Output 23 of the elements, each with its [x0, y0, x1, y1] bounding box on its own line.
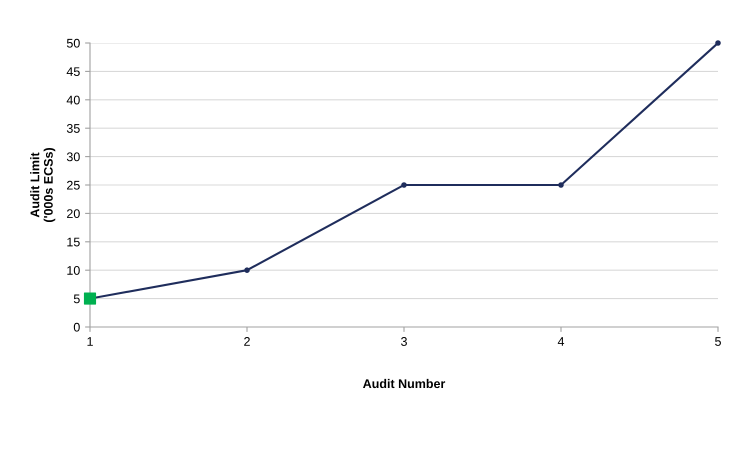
- y-tick-label: 45: [66, 67, 80, 76]
- x-axis-title: Audit Number: [362, 378, 446, 388]
- x-tick-label: 5: [715, 337, 721, 346]
- y-tick-label: 15: [67, 238, 80, 246]
- y-tick-label: 25: [67, 180, 80, 190]
- y-tick-label: 30: [66, 152, 80, 162]
- x-tick-label: 3: [401, 337, 407, 346]
- point: [244, 267, 250, 273]
- x-tick-label: 2: [244, 337, 250, 346]
- x-tick-label: 4: [558, 337, 564, 346]
- y-tick-label: 10: [67, 266, 80, 275]
- y-tick-label: 35: [66, 124, 80, 133]
- y-tick-label: 40: [66, 96, 80, 104]
- y-tick-label: 5: [74, 294, 80, 304]
- y-tick-label: 0: [74, 322, 80, 332]
- y-tick-label: 20: [67, 209, 80, 218]
- point: [715, 40, 721, 46]
- y-tick-label: 50: [66, 38, 80, 48]
- point: [558, 182, 564, 188]
- x-tick-label: 1: [87, 337, 93, 346]
- point: [401, 182, 407, 188]
- point: [84, 292, 96, 305]
- y-axis-title: Audit Limit ('000s ECSs): [30, 148, 56, 222]
